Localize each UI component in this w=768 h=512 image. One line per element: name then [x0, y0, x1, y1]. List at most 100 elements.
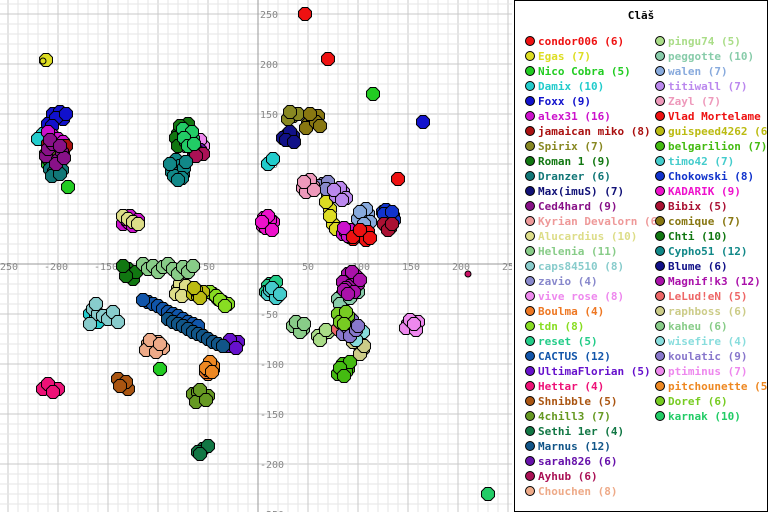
legend-label: Shnibble (5) [538, 395, 618, 408]
legend-swatch [655, 66, 665, 76]
legend-label: Boulma (4) [538, 305, 605, 318]
legend-swatch [655, 306, 665, 316]
tick-labels: -250 -200 -150 -100 -50 50 100 150 200 25 250 200 15… [0, 10, 512, 512]
legend-swatch [525, 111, 535, 121]
y-tick-label: -150 [260, 410, 284, 421]
legend-label: Kyrian Devalorn (6) [538, 215, 664, 228]
data-point [273, 287, 287, 301]
legend-swatch [525, 456, 535, 466]
legend-label: Alucardius (10) [538, 230, 638, 243]
data-point [297, 317, 311, 331]
legend: Clãš condor006 (6) Egas (7) Nico Cobra (5)… [514, 0, 768, 512]
legend-label: kaheu (6) [668, 320, 728, 333]
legend-swatch [655, 126, 665, 136]
legend-swatch [655, 396, 665, 406]
legend-label: 4chill3 (7) [538, 410, 611, 423]
legend-label: walen (7) [668, 65, 728, 78]
x-tick-label: 150 [402, 262, 420, 273]
legend-label: sarah826 (6) [538, 455, 618, 468]
data-point [335, 193, 349, 207]
data-point [353, 273, 367, 287]
legend-swatch [655, 96, 665, 106]
legend-swatch [655, 366, 665, 376]
legend-swatch [525, 66, 535, 76]
legend-swatch [525, 141, 535, 151]
legend-swatch [655, 201, 665, 211]
data-point [353, 223, 367, 237]
legend-title: Clãš [627, 9, 655, 22]
legend-label: guispeed4262 (6) [668, 125, 768, 138]
data-point [218, 299, 232, 313]
legend-swatch [525, 291, 535, 301]
legend-label: Hettar (4) [538, 380, 605, 393]
x-tick-label: -200 [44, 262, 68, 273]
data-point [287, 135, 301, 149]
legend-swatch [655, 36, 665, 46]
legend-swatch [525, 186, 535, 196]
y-tick-label: 250 [260, 10, 278, 21]
legend-swatch [655, 381, 665, 391]
legend-label: UltimaFlorian (5) [538, 365, 651, 378]
legend-label: titiwall (7) [668, 80, 748, 93]
data-point [179, 155, 193, 169]
legend-swatch [525, 81, 535, 91]
legend-swatch [655, 156, 665, 166]
data-point [327, 183, 341, 197]
legend-swatch [525, 261, 535, 271]
x-tick-label: 50 [302, 262, 314, 273]
legend-label: reset (5) [538, 335, 598, 348]
legend-swatch [525, 351, 535, 361]
legend-swatch [525, 126, 535, 136]
legend-label: koulatic (9) [668, 350, 748, 363]
legend-swatch [655, 261, 665, 271]
data-point [131, 217, 145, 231]
data-point [89, 297, 103, 311]
data-point [416, 115, 430, 129]
legend-swatch [525, 246, 535, 256]
legend-swatch [655, 276, 665, 286]
data-point [481, 487, 495, 501]
legend-swatch [525, 396, 535, 406]
data-point [339, 305, 353, 319]
legend-label: comique (7) [668, 215, 741, 228]
legend-label: peggotte (10) [668, 50, 755, 63]
legend-swatch [525, 336, 535, 346]
legend-swatch [525, 171, 535, 181]
legend-swatch [525, 96, 535, 106]
data-point [53, 139, 67, 153]
data-point [199, 393, 213, 407]
data-point [193, 447, 207, 461]
data-point [341, 287, 355, 301]
data-point [353, 205, 367, 219]
legend-label: ptiminus (7) [668, 365, 748, 378]
legend-swatch [655, 51, 665, 61]
x-tick-label: 100 [352, 262, 370, 273]
legend-swatch [525, 306, 535, 316]
legend-label: Sethi 1er (4) [538, 425, 625, 438]
legend-label: Magnif!k3 (12) [668, 275, 761, 288]
data-point [187, 137, 201, 151]
legend-label: Ayhub (6) [538, 470, 598, 483]
legend-label: Blume (6) [668, 260, 728, 273]
legend-swatch [525, 36, 535, 46]
legend-label: jamaican miko (8) [538, 125, 651, 138]
y-tick-label: -100 [260, 360, 284, 371]
data-point [298, 7, 312, 21]
data-point [255, 215, 269, 229]
legend-label: Foxx (9) [538, 95, 591, 108]
data-point [385, 205, 399, 219]
x-tick-label: -250 [0, 262, 18, 273]
x-tick-label: -50 [197, 262, 215, 273]
data-point [59, 107, 73, 121]
data-point [321, 52, 335, 66]
data-point [113, 379, 127, 393]
y-tick-label: -50 [260, 310, 278, 321]
data-point [229, 341, 243, 355]
data-point [153, 362, 167, 376]
data-point [363, 231, 377, 245]
legend-label: Damix (10) [538, 80, 605, 93]
legend-label: Chokowski (8) [668, 170, 755, 183]
legend-swatch [525, 216, 535, 226]
y-tick-label: 200 [260, 60, 278, 71]
data-point [366, 87, 380, 101]
